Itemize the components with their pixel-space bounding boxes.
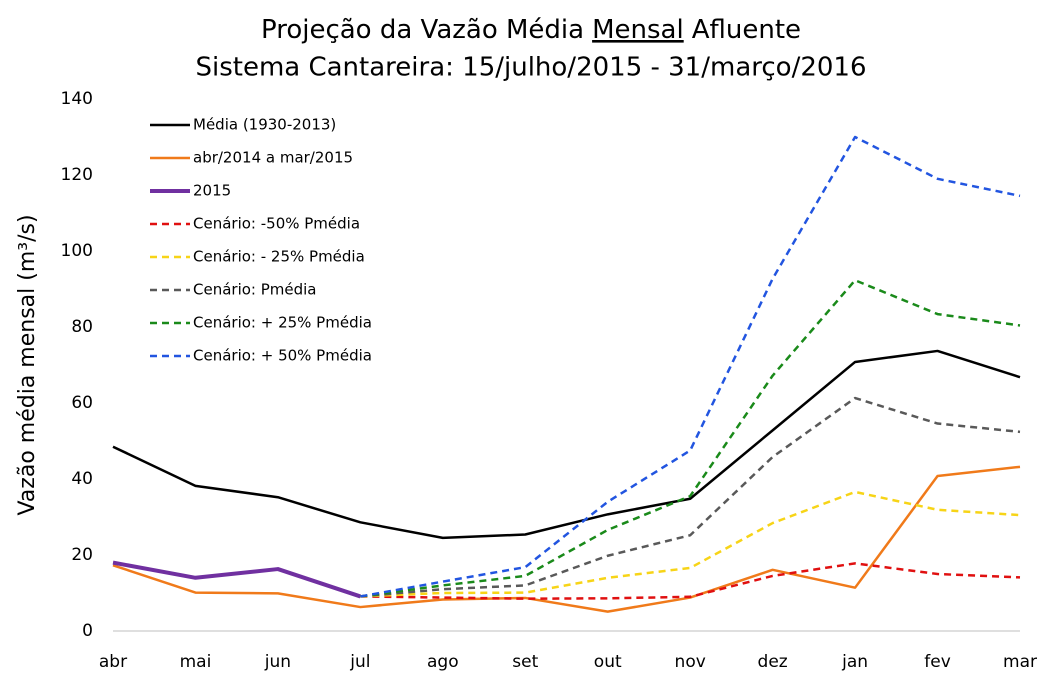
series-line — [360, 562, 1021, 600]
legend-label: Cenário: + 25% Pmédia — [193, 314, 372, 332]
x-tick-label: jun — [264, 652, 291, 672]
series-line — [112, 349, 1021, 540]
y-tick-label: 100 — [61, 241, 93, 261]
title-part: Projeção da Vazão Média — [261, 15, 584, 45]
legend-label: Cenário: -50% Pmédia — [193, 215, 360, 233]
x-tick-label: mai — [180, 652, 212, 672]
chart-title: Projeção da Vazão Média Mensal Afluente — [261, 15, 801, 45]
y-tick-label: 60 — [71, 393, 93, 413]
legend-label: Cenário: + 50% Pmédia — [193, 347, 372, 365]
legend-label: 2015 — [193, 182, 231, 200]
series-line — [360, 279, 1021, 598]
x-tick-label: fev — [924, 652, 951, 672]
legend-label: abr/2014 a mar/2015 — [193, 149, 353, 167]
y-tick-label: 20 — [71, 545, 93, 565]
y-axis-label: Vazão média mensal (m³/s) — [15, 214, 40, 515]
series-line — [112, 465, 1021, 613]
x-tick-label: jan — [841, 652, 868, 672]
x-tick-label: set — [512, 652, 538, 672]
series-line — [360, 490, 1021, 598]
legend-label: Cenário: Pmédia — [193, 281, 317, 299]
x-tick-label: dez — [758, 652, 788, 672]
series-line — [112, 560, 361, 599]
title-part: Afluente — [692, 15, 801, 45]
series-line — [360, 396, 1021, 598]
x-tick-label: ago — [427, 652, 459, 672]
title-part: Mensal — [592, 15, 684, 45]
y-tick-label: 0 — [82, 621, 93, 641]
legend-label: Cenário: - 25% Pmédia — [193, 248, 365, 266]
x-tick-label: abr — [99, 652, 127, 672]
legend-label: Média (1930-2013) — [193, 116, 336, 134]
series-line — [360, 135, 1021, 598]
x-tick-label: nov — [675, 652, 706, 672]
y-tick-label: 40 — [71, 469, 93, 489]
y-tick-label: 140 — [61, 89, 93, 109]
chart-subtitle: Sistema Cantareira: 15/julho/2015 - 31/m… — [195, 53, 866, 83]
x-tick-label: mar — [1003, 652, 1037, 672]
x-tick-label: out — [594, 652, 622, 672]
y-tick-label: 80 — [71, 317, 93, 337]
y-tick-label: 120 — [61, 165, 93, 185]
x-tick-label: jul — [349, 652, 370, 672]
